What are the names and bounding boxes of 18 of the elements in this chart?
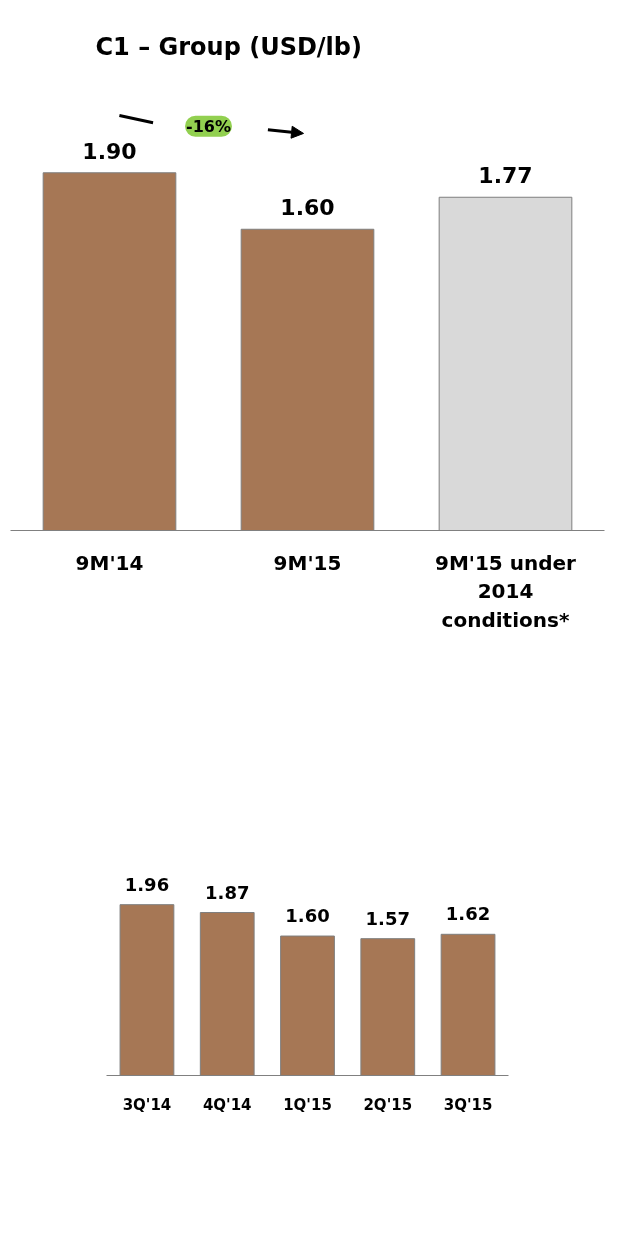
- x-tick-label: 1Q'15: [283, 1095, 332, 1114]
- data-label: 1.57: [365, 907, 410, 929]
- data-label: 1.87: [205, 881, 250, 903]
- x-tick-label: 4Q'14: [202, 1095, 252, 1114]
- data-label: 1.96: [124, 873, 170, 895]
- data-label: 1.90: [82, 138, 137, 164]
- x-tick-label: 9M'15 under 2014 conditions*: [435, 550, 577, 633]
- x-tick-label: 2Q'15: [363, 1095, 413, 1114]
- data-label: 1.60: [285, 905, 330, 927]
- x-tick-label: 9M'15: [273, 550, 342, 575]
- x-tick-label: 3Q'14: [122, 1095, 172, 1114]
- x-tick-label: 3Q'15: [443, 1095, 493, 1114]
- text: -16%: [186, 116, 231, 136]
- chart-title: C1 – Group (USD/lb): [95, 32, 362, 61]
- data-label: 1.60: [280, 195, 335, 221]
- x-tick-label: 9M'14: [75, 550, 144, 575]
- data-label: 1.77: [478, 163, 533, 189]
- data-label: 1.62: [445, 903, 491, 925]
